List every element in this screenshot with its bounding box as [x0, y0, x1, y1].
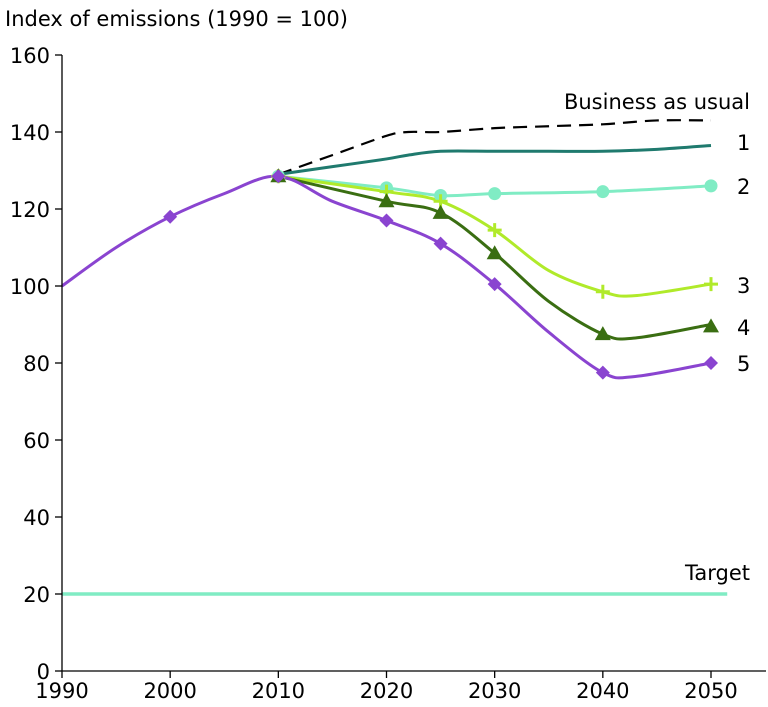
x-tick-label: 1990: [35, 679, 88, 703]
series-line-business-as-usual: [277, 119, 712, 176]
x-tick-label: 2000: [143, 679, 196, 703]
marker-5: [163, 209, 178, 224]
series-labels-layer: Business as usual 1 2 3 4 5 Target: [564, 90, 750, 585]
series-label-3: 3: [737, 274, 750, 298]
y-tick-label: 140: [10, 121, 50, 145]
marker-3: [595, 284, 610, 299]
x-tick-label: 2050: [684, 679, 737, 703]
x-tick-label: 2030: [468, 679, 521, 703]
marker-5: [595, 365, 610, 380]
x-tick-label: 2010: [252, 679, 305, 703]
x-tick-label: 2020: [360, 679, 413, 703]
series-label-target: Target: [684, 561, 750, 585]
marker-2: [704, 179, 718, 193]
series-line-1: [278, 143, 712, 176]
marker-3: [704, 277, 718, 292]
y-tick-label: 0: [37, 660, 50, 684]
series-label-4: 4: [737, 316, 750, 340]
marker-4: [486, 245, 503, 260]
series-label-5: 5: [737, 352, 750, 376]
series-label-business-as-usual: Business as usual: [564, 90, 750, 114]
marker-5: [487, 277, 502, 292]
series-layer: [61, 119, 728, 596]
marker-5: [704, 356, 718, 370]
marker-5: [271, 169, 286, 184]
series-line-2: [278, 174, 712, 198]
x-tick-label: 2040: [576, 679, 629, 703]
marker-5: [433, 236, 448, 251]
marker-2: [488, 187, 502, 201]
y-tick-label: 60: [23, 429, 50, 453]
chart-title: Index of emissions (1990 = 100): [5, 7, 348, 31]
marker-4: [432, 204, 449, 219]
marker-4: [378, 193, 395, 208]
series-label-1: 1: [737, 131, 750, 155]
y-tick-label: 100: [10, 275, 50, 299]
series-label-2: 2: [737, 175, 750, 199]
marker-2: [596, 185, 610, 199]
marker-5: [379, 213, 394, 228]
marker-4: [703, 318, 719, 333]
y-tick-label: 80: [23, 352, 50, 376]
y-tick-label: 20: [23, 583, 50, 607]
y-tick-label: 40: [23, 506, 50, 530]
marker-3: [487, 223, 502, 238]
y-tick-label: 120: [10, 198, 50, 222]
y-tick-label: 160: [10, 44, 50, 68]
marker-4: [594, 326, 611, 341]
